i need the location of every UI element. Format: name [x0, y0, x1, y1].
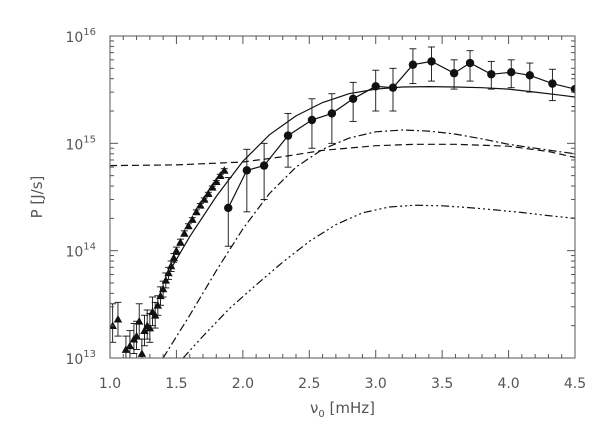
series-1-point: [570, 84, 575, 94]
x-tick-label: 2.0: [232, 376, 254, 392]
series-0-point: [172, 246, 181, 254]
series-0-point: [208, 183, 217, 191]
series-0-point: [125, 341, 135, 350]
series-0-point: [153, 301, 162, 309]
series-1-point: [371, 82, 380, 91]
series-0-point: [135, 317, 144, 325]
series-0-point: [140, 326, 149, 334]
series-1-point: [525, 71, 535, 80]
series-0-point: [113, 315, 123, 323]
series-0-point: [164, 268, 173, 277]
series-4-line: [162, 129, 575, 358]
series-0-point: [180, 229, 189, 237]
series-0-point: [156, 291, 165, 300]
series-0-point: [188, 215, 197, 223]
series-5-line: [182, 204, 575, 358]
series-0-point: [158, 284, 168, 293]
series-0-point: [166, 261, 176, 270]
series-1-point: [224, 203, 233, 213]
series-0-point: [145, 323, 155, 332]
y-tick-label-base: 10: [65, 137, 83, 153]
series-1-point: [427, 57, 436, 66]
model-curves: [110, 60, 575, 358]
series-0-point: [176, 238, 185, 246]
plot-frame: [109, 35, 576, 359]
series-0-point: [204, 189, 213, 197]
series-1-point: [487, 70, 496, 79]
y-tick-label-base: 10: [65, 30, 83, 46]
series-0-point: [200, 195, 209, 203]
x-tick-label: 2.5: [298, 376, 320, 392]
x-axis-label-symbol: ν: [310, 399, 318, 417]
y-tick-label-exponent: 14: [83, 242, 96, 253]
series-0-point: [212, 177, 221, 185]
series-1-point: [283, 131, 293, 140]
x-tick-label: 3.5: [431, 376, 453, 392]
series-0-point: [132, 331, 141, 340]
x-tick-label: 3.0: [365, 376, 387, 392]
series-1-point: [465, 58, 475, 68]
series-0-point: [220, 166, 229, 174]
series-1-point: [307, 115, 317, 125]
y-tick-label: 1016: [65, 27, 96, 46]
series-0-point: [151, 311, 160, 319]
series-1-point: [327, 109, 337, 118]
series-1-point: [507, 67, 516, 77]
x-axis-label: ν0 [mHz]: [310, 399, 375, 420]
series-1-point: [259, 161, 269, 170]
series-0-point: [216, 171, 225, 179]
y-tick-label: 1014: [65, 242, 96, 261]
series-1-point: [449, 69, 459, 78]
series-0-point: [137, 349, 147, 357]
x-axis-label-subscript: 0: [318, 409, 324, 420]
x-tick-label: 1.5: [165, 376, 187, 392]
y-tick-label: 1013: [65, 349, 96, 368]
series-3-line: [110, 143, 575, 167]
series-1-point: [348, 94, 358, 103]
series-0-point: [192, 207, 201, 216]
series-0-point: [161, 276, 170, 284]
x-tick-label: 4.0: [497, 376, 519, 392]
y-tick-label-exponent: 13: [83, 349, 96, 360]
x-tick-label: 1.0: [99, 376, 121, 392]
data-markers: [110, 46, 575, 358]
series-1-point: [388, 83, 398, 92]
series-2-line: [169, 85, 575, 272]
x-tick-label: 4.5: [564, 376, 586, 392]
y-tick-label: 1015: [65, 134, 96, 153]
series-0-point: [169, 253, 178, 262]
series-0-point: [196, 201, 205, 209]
series-0-point: [184, 221, 193, 230]
y-tick-label-exponent: 15: [83, 134, 96, 145]
series-1-line: [227, 60, 575, 209]
y-axis-label: P [J/s]: [28, 176, 46, 219]
y-tick-label-exponent: 16: [83, 27, 96, 38]
series-1-point: [242, 166, 252, 175]
x-axis-label-unit: [mHz]: [325, 399, 375, 417]
y-tick-label-base: 10: [65, 352, 83, 368]
series-1-point: [548, 79, 557, 88]
series-1-point: [408, 60, 418, 69]
y-tick-label-base: 10: [65, 245, 83, 261]
